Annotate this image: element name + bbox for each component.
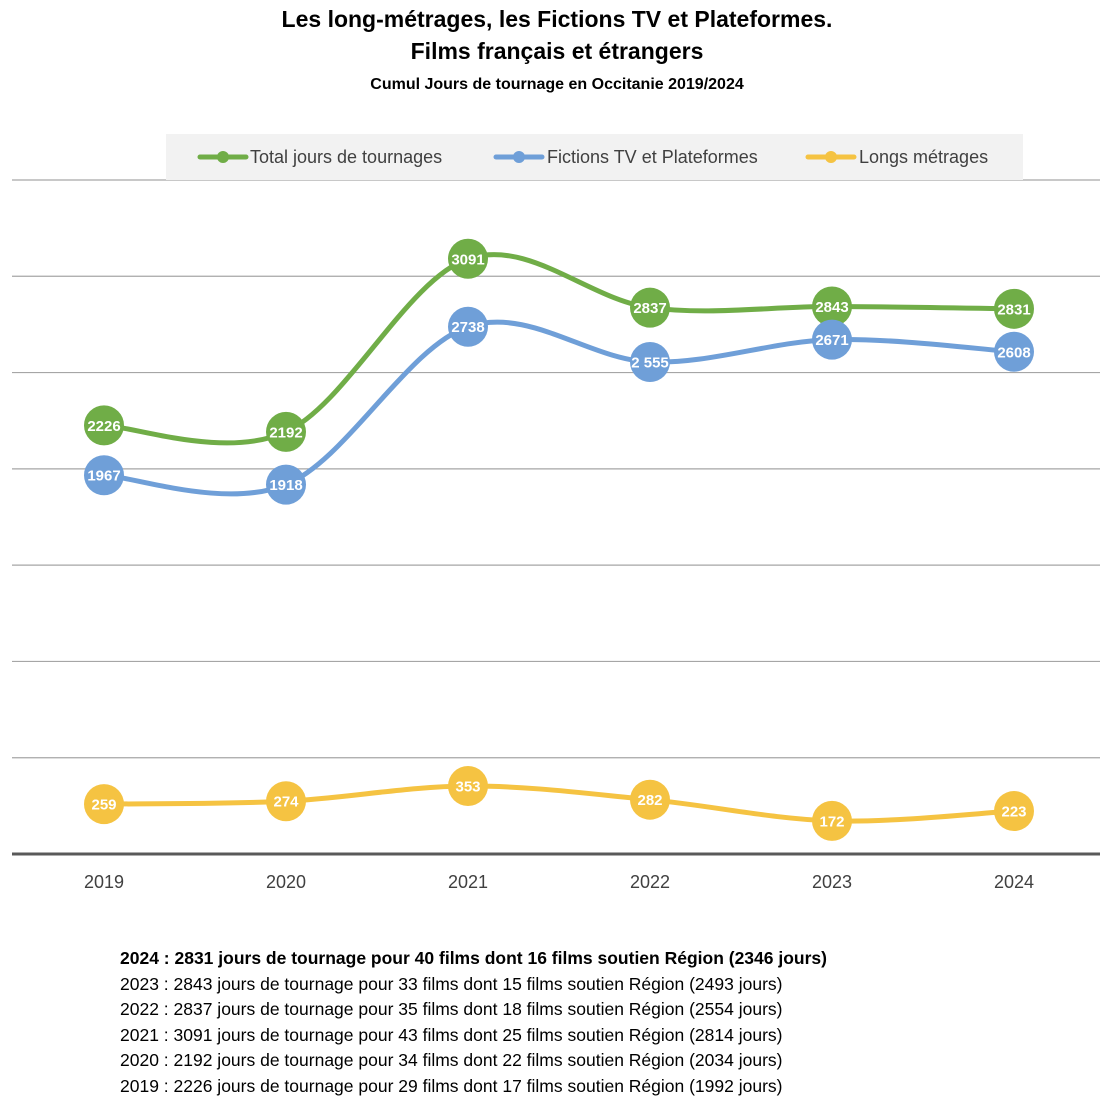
data-label: 2671: [815, 332, 848, 349]
note-line: 2020 : 2192 jours de tournage pour 34 fi…: [120, 1050, 783, 1070]
note-line: 2023 : 2843 jours de tournage pour 33 fi…: [120, 973, 783, 994]
legend-marker: [825, 151, 837, 163]
data-label: 2843: [815, 299, 848, 316]
data-label: 2192: [269, 424, 302, 441]
data-label: 223: [1001, 804, 1026, 821]
data-label: 1918: [269, 477, 302, 494]
note-line: 2022 : 2837 jours de tournage pour 35 fi…: [120, 999, 783, 1019]
x-tick-label: 2019: [84, 872, 124, 892]
data-point: [266, 781, 306, 822]
x-tick-label: 2022: [630, 872, 670, 892]
legend-box: [166, 134, 1023, 180]
notes-block: 2024 : 2831 jours de tournage pour 40 fi…: [120, 946, 827, 1099]
data-label: 282: [637, 792, 662, 809]
data-point: [266, 464, 306, 505]
data-point: [812, 319, 852, 360]
data-label: 2831: [997, 301, 1030, 318]
note-line: 2024 : 2831 jours de tournage pour 40 fi…: [120, 948, 827, 968]
data-point: [266, 411, 306, 452]
chart-subtitle: Cumul Jours de tournage en Occitanie 201…: [370, 76, 744, 93]
x-tick-label: 2020: [266, 872, 306, 892]
note-line: 2021 : 3091 jours de tournage pour 43 fi…: [120, 1024, 783, 1045]
data-label: 274: [273, 794, 299, 811]
line-chart: 2019 2020 2021 2022 2023 2024 Total jours de t…: [12, 134, 1100, 892]
data-label: 172: [819, 813, 844, 830]
series-line: [101, 252, 1017, 446]
data-point: [84, 784, 124, 825]
data-point: [84, 405, 124, 446]
chart-title: Les long-métrages, les Fictions TV et Pl…: [281, 6, 833, 32]
data-point: [630, 779, 670, 820]
x-tick-label: 2023: [812, 872, 852, 892]
data-label: 2608: [997, 344, 1030, 361]
data-label: 2 555: [631, 354, 669, 371]
legend-label: Total jours de tournages: [250, 147, 442, 167]
x-tick-label: 2021: [448, 872, 488, 892]
chart-title-line2: Films français et étrangers: [410, 38, 704, 64]
legend-label: Fictions TV et Plateformes: [547, 147, 758, 167]
data-label: 2738: [451, 319, 484, 336]
data-point: [812, 286, 852, 327]
data-label: 2226: [87, 418, 120, 435]
data-point: [448, 238, 488, 279]
legend-marker: [217, 151, 229, 163]
data-label: 2837: [633, 300, 666, 317]
data-point: [994, 791, 1034, 832]
data-point: [812, 800, 852, 841]
data-label: 259: [91, 797, 116, 814]
data-point: [994, 331, 1034, 372]
data-point: [994, 288, 1034, 329]
series-line: [101, 783, 1017, 824]
x-tick-label: 2024: [994, 872, 1034, 892]
data-label: 353: [455, 779, 480, 796]
series-line: [101, 319, 1017, 497]
data-point: [448, 766, 488, 807]
data-point: [630, 287, 670, 328]
data-label: 3091: [451, 251, 484, 268]
note-line: 2019 : 2226 jours de tournage pour 29 fi…: [120, 1075, 783, 1096]
data-point: [448, 306, 488, 347]
legend-label: Longs métrages: [859, 147, 988, 167]
data-label: 1967: [87, 468, 120, 485]
data-point: [630, 341, 670, 382]
legend-marker: [513, 151, 525, 163]
data-point: [84, 455, 124, 496]
